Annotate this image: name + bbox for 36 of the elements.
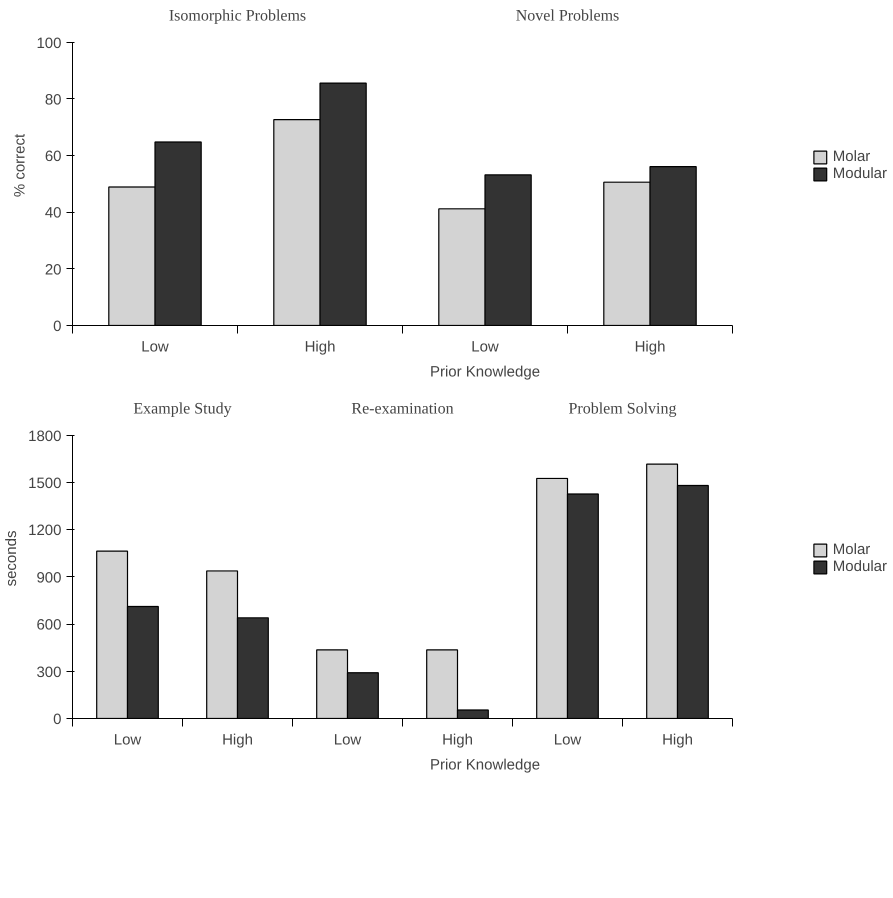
y-tick-label: 1800: [28, 428, 62, 445]
x-tick-label: High: [634, 338, 666, 356]
y-tick-label: 1500: [28, 475, 62, 492]
x-tick-label: Low: [114, 732, 142, 748]
text: Example Study: [133, 400, 232, 418]
x-tick-label: High: [442, 732, 473, 748]
x-axis-title: Prior Knowledge: [430, 364, 540, 380]
y-tick-label: 900: [36, 569, 62, 586]
text: Problem Solving: [568, 400, 677, 418]
x-tick-label: Low: [334, 732, 362, 748]
y-tick-label: 60: [44, 148, 62, 166]
y-tick-label: 100: [36, 34, 62, 52]
x-tick-label: Low: [554, 732, 582, 748]
x-tick-label: High: [222, 732, 253, 748]
x-tick-label: Low: [141, 338, 169, 356]
text: Novel Problems: [516, 7, 620, 24]
x-axis-title: Prior Knowledge: [430, 756, 540, 774]
legend-label: Modular: [832, 165, 887, 182]
y-axis-title: seconds: [3, 530, 20, 586]
y-axis-title: % correct: [11, 132, 28, 198]
y-tick-label: 300: [36, 664, 62, 681]
text: Isomorphic Problems: [168, 7, 306, 24]
y-tick-label: 40: [44, 204, 62, 222]
legend-label: Molar: [832, 541, 870, 558]
legend-label: Modular: [832, 558, 887, 575]
y-tick-label: 600: [36, 616, 62, 634]
y-tick-label: 0: [53, 711, 62, 728]
text: Re-examination: [351, 400, 454, 418]
y-tick-label: 1200: [28, 522, 62, 540]
x-tick-label: Low: [471, 338, 499, 356]
legend-label: Molar: [832, 148, 870, 165]
x-tick-label: High: [304, 338, 336, 356]
x-tick-label: High: [662, 732, 693, 748]
y-tick-label: 80: [44, 91, 62, 108]
y-tick-label: 20: [44, 261, 62, 278]
y-tick-label: 0: [53, 318, 62, 335]
